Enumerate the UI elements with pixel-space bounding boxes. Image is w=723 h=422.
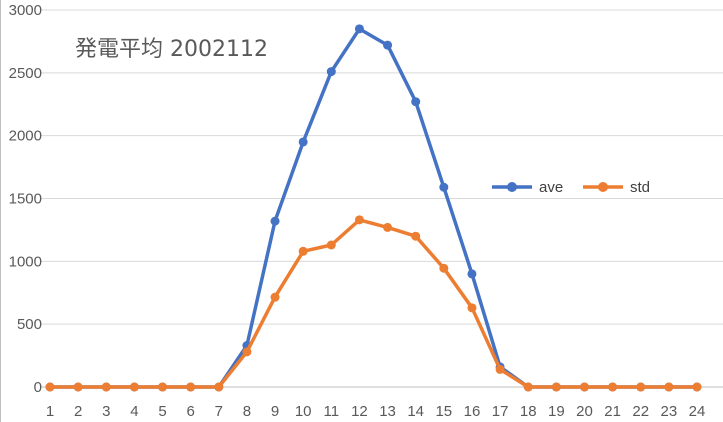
y-tick-labels: 0 500 1000 1500 2000 2500 3000 bbox=[9, 2, 42, 396]
y-tick-label: 500 bbox=[17, 316, 42, 333]
x-tick-label: 22 bbox=[632, 403, 649, 420]
legend-item-ave: ave bbox=[492, 179, 563, 196]
data-point-std bbox=[45, 382, 55, 392]
x-tick-label: 4 bbox=[130, 403, 138, 420]
x-tick-label: 20 bbox=[576, 403, 593, 420]
data-point-std bbox=[439, 263, 449, 273]
data-point-std bbox=[383, 222, 393, 232]
data-point-ave bbox=[383, 40, 393, 50]
x-tick-label: 8 bbox=[243, 403, 251, 420]
x-tick-label: 7 bbox=[215, 403, 223, 420]
y-tick-label: 1000 bbox=[9, 253, 42, 270]
x-tick-label: 12 bbox=[351, 403, 368, 420]
series-std bbox=[45, 215, 702, 392]
data-point-ave bbox=[354, 24, 364, 34]
data-point-std bbox=[551, 382, 561, 392]
x-tick-label: 21 bbox=[604, 403, 621, 420]
data-point-std bbox=[270, 292, 280, 302]
data-point-std bbox=[326, 240, 336, 250]
data-point-ave bbox=[326, 67, 336, 77]
data-point-std bbox=[298, 246, 308, 256]
x-tick-label: 9 bbox=[271, 403, 279, 420]
data-point-ave bbox=[467, 269, 477, 279]
data-point-std bbox=[73, 382, 83, 392]
legend-swatch-marker bbox=[507, 182, 517, 192]
x-tick-label: 14 bbox=[407, 403, 424, 420]
legend: ave std bbox=[492, 179, 650, 196]
y-tick-label: 1500 bbox=[9, 191, 42, 208]
legend-item-std: std bbox=[583, 179, 650, 196]
data-point-ave bbox=[411, 97, 421, 107]
series-line-std bbox=[48, 218, 699, 389]
series-lines bbox=[45, 24, 702, 392]
data-point-ave bbox=[270, 216, 280, 226]
legend-label: std bbox=[630, 179, 650, 196]
data-point-std bbox=[101, 382, 111, 392]
x-tick-label: 2 bbox=[74, 403, 82, 420]
data-point-std bbox=[608, 382, 618, 392]
data-point-std bbox=[636, 382, 646, 392]
y-tick-label: 2500 bbox=[9, 65, 42, 82]
x-tick-label: 1 bbox=[46, 403, 54, 420]
y-tick-label: 2000 bbox=[9, 128, 42, 145]
data-point-std bbox=[664, 382, 674, 392]
data-point-std bbox=[242, 347, 252, 357]
x-tick-label: 24 bbox=[689, 403, 706, 420]
x-tick-label: 3 bbox=[102, 403, 110, 420]
chart-title: 発電平均 2002112 bbox=[75, 37, 268, 62]
x-tick-label: 13 bbox=[379, 403, 396, 420]
data-point-std bbox=[692, 382, 702, 392]
data-point-std bbox=[579, 382, 589, 392]
legend-label: ave bbox=[539, 179, 563, 196]
x-tick-label: 15 bbox=[435, 403, 452, 420]
x-tick-label: 11 bbox=[324, 403, 340, 420]
x-tick-label: 17 bbox=[492, 403, 509, 420]
y-tick-label: 0 bbox=[34, 379, 42, 396]
data-point-ave bbox=[298, 137, 308, 147]
x-tick-label: 18 bbox=[520, 403, 537, 420]
legend-swatch-marker bbox=[598, 182, 608, 192]
data-point-std bbox=[129, 382, 139, 392]
x-tick-labels: 1 2 3 4 5 6 7 8 9 10 11 12 13 14 15 16 17 18 19 20 21 22 23 24 bbox=[46, 403, 706, 420]
data-point-std bbox=[214, 382, 224, 392]
data-point-std bbox=[158, 382, 168, 392]
data-point-ave bbox=[439, 182, 449, 192]
data-point-std bbox=[467, 303, 477, 313]
gridlines bbox=[40, 9, 723, 325]
data-point-std bbox=[495, 364, 505, 374]
x-tick-label: 6 bbox=[186, 403, 194, 420]
x-tick-label: 16 bbox=[464, 403, 481, 420]
data-point-std bbox=[186, 382, 196, 392]
x-tick-label: 23 bbox=[661, 403, 678, 420]
x-tick-label: 10 bbox=[295, 403, 312, 420]
x-tick-label: 19 bbox=[548, 403, 565, 420]
x-tick-label: 5 bbox=[158, 403, 166, 420]
data-point-std bbox=[411, 231, 421, 241]
data-point-std bbox=[354, 215, 364, 225]
series-ave bbox=[45, 24, 702, 392]
data-point-std bbox=[523, 382, 533, 392]
y-tick-label: 3000 bbox=[9, 2, 42, 19]
series-line-ave bbox=[48, 27, 699, 389]
